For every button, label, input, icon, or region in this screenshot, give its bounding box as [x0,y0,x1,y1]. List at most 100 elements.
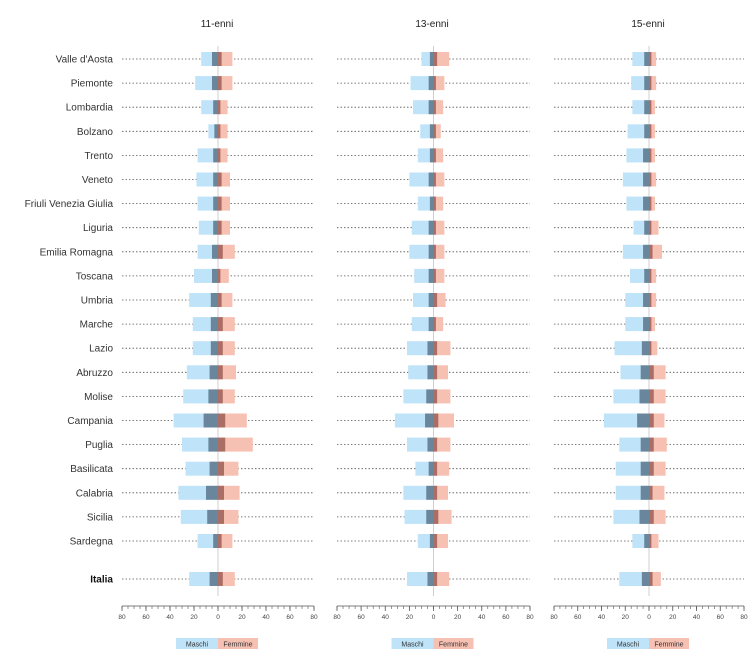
legend-2: Maschi Femmine [391,638,474,649]
bar-maschi-inner [643,196,649,211]
bar-femmine [649,572,661,586]
bar-maschi [197,148,218,163]
bar-femmine [433,148,444,163]
bar-femmine-inner [649,293,652,307]
region-label: Basilicata [70,464,113,475]
bar-maschi-inner [644,52,649,66]
legends: Maschi Femmine Maschi Femmine Maschi Femmine [176,638,689,649]
bar-maschi-inner [214,124,218,139]
region-label: Valle d'Aosta [56,55,114,66]
bar-maschi-inner [212,244,218,259]
bar-maschi [409,172,434,187]
legend-label-femmine: Femmine [654,642,683,649]
bar-femmine-inner [433,461,438,476]
bar-maschi [622,244,649,259]
bar-femmine [649,196,655,211]
bar-maschi-inner [209,572,218,586]
bar-femmine [433,317,444,332]
bar-femmine [433,413,455,428]
bar-femmine [218,100,228,115]
bar-maschi-inner [640,461,649,476]
x-tick-label: 0 [432,614,436,621]
bar-femmine-inner [649,124,652,139]
bar-maschi [412,100,434,115]
bar-maschi-inner [212,76,218,91]
x-tick-label: 20 [238,614,246,621]
panel-title-3: 15-enni [631,19,664,30]
legend-label-maschi: Maschi [186,642,209,649]
bar-maschi-inner [212,52,218,66]
legend-swatch-femmine [649,638,689,649]
bar-maschi-inner [428,293,434,307]
bar-maschi-inner [208,437,218,452]
region-label: Sicilia [87,512,114,523]
bar-maschi [406,437,434,452]
bar-maschi-inner [643,172,649,187]
x-tick-label: 0 [647,614,651,621]
bar-maschi-inner [210,293,218,307]
bar-femmine-inner [433,341,438,356]
region-label: Veneto [82,175,114,186]
bar-femmine [433,100,444,115]
bar-maschi [417,148,434,163]
bar-femmine [433,124,441,139]
bar-femmine [649,220,659,235]
bar-femmine [218,124,228,139]
bar-maschi-inner [643,148,649,163]
legend-label-femmine: Femmine [439,642,468,649]
bar-femmine-inner [433,317,436,332]
bar-maschi-inner [644,124,649,139]
legend-3: Maschi Femmine [607,638,689,649]
bar-maschi [406,572,434,586]
panel-title-2: 13-enni [415,19,448,30]
bar-maschi [403,485,434,500]
panel-2: 80 60 40 20 0 20 40 60 80 [333,46,534,621]
panel-3: 80 60 40 20 0 20 40 60 80 [550,46,748,621]
bar-femmine-inner [218,509,224,524]
x-tick-label: 60 [717,614,725,621]
bar-femmine [649,76,657,91]
bar-femmine-inner [649,244,653,259]
bar-maschi-inner [644,268,649,283]
bar-maschi-inner [643,293,649,307]
legend-label-femmine: Femmine [223,642,252,649]
bar-femmine-inner [218,268,221,283]
panel-1: 80 60 40 20 0 20 40 60 80 [118,46,318,621]
bar-femmine [433,196,444,211]
x-tick-label: 20 [190,614,198,621]
bar-maschi-inner [429,148,434,163]
bar-maschi-inner [644,76,649,91]
bar-femmine [218,437,253,452]
bar-femmine [433,76,445,91]
bar-femmine [433,220,445,235]
bar-maschi-inner [428,220,434,235]
bar-femmine-inner [649,572,653,586]
legend-swatch-maschi [607,638,649,649]
x-tick-label: 40 [382,614,390,621]
x-tick-label: 20 [406,614,414,621]
region-label: Abruzzo [76,368,113,379]
bar-femmine [433,341,451,356]
bar-maschi [196,172,218,187]
bar-maschi-inner [643,244,649,259]
bar-femmine-inner [218,172,222,187]
x-tick-label: 40 [166,614,174,621]
bar-maschi-inner [644,100,649,115]
bar-femmine-inner [433,534,438,548]
bar-maschi [411,317,434,332]
bar-maschi [619,572,649,586]
bar-femmine-inner [433,172,436,187]
x-tick-label: 80 [550,614,558,621]
legend-label-maschi: Maschi [401,642,424,649]
panel-titles: 11-enni 13-enni 15-enni [201,19,665,30]
bar-maschi-inner [426,485,434,500]
bar-femmine-inner [649,52,652,66]
bar-femmine-inner [649,365,654,380]
bar-maschi-inner [640,485,649,500]
bar-femmine [649,148,655,163]
region-label: Lombardia [66,103,114,114]
bar-maschi [411,220,434,235]
bar-maschi-inner [426,389,434,404]
region-label: Molise [84,392,113,403]
bar-maschi [406,341,434,356]
